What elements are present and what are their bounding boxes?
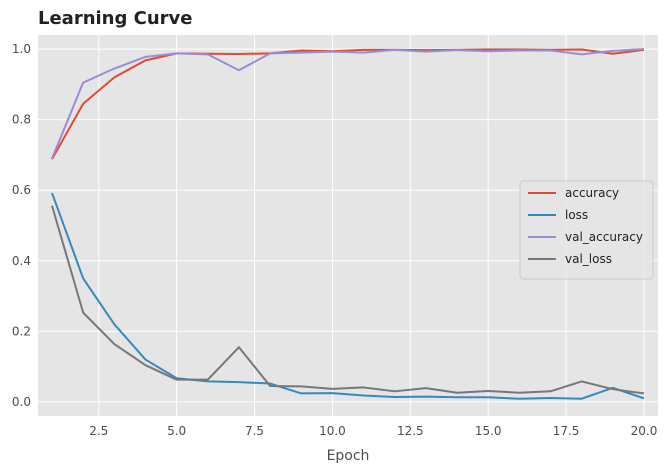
x-tick-label: 10.0: [319, 424, 346, 438]
legend-label-loss: loss: [565, 208, 588, 222]
legend-box: [519, 180, 654, 280]
y-tick-label: 0.8: [12, 113, 31, 127]
x-tick-label: 7.5: [245, 424, 264, 438]
y-tick-label: 0.0: [12, 395, 31, 409]
x-tick-labels: 2.5 5.0 7.5 10.0 12.5 15.0 17.5 20.0: [89, 424, 657, 438]
series-line-val-accuracy: [51, 48, 645, 159]
chart-title: Learning Curve: [38, 8, 193, 29]
legend: accuracy loss val_accuracy val_loss: [519, 180, 654, 280]
y-tick-labels: 0.0 0.2 0.4 0.6 0.8 1.0: [12, 42, 31, 409]
y-tick-label: 0.2: [12, 324, 31, 338]
x-tick-label: 15.0: [475, 424, 502, 438]
series-line-loss: [51, 192, 645, 400]
x-tick-label: 17.5: [553, 424, 580, 438]
series-line-val-loss: [51, 205, 645, 395]
y-tick-label: 0.4: [12, 254, 31, 268]
legend-label-val-loss: val_loss: [565, 252, 612, 266]
y-tick-label: 0.6: [12, 183, 31, 197]
x-tick-label: 20.0: [631, 424, 658, 438]
x-tick-label: 2.5: [89, 424, 108, 438]
legend-label-val-accuracy: val_accuracy: [565, 230, 643, 244]
y-tick-label: 1.0: [12, 42, 31, 56]
legend-label-accuracy: accuracy: [565, 186, 619, 200]
x-axis-label: Epoch: [327, 448, 370, 464]
x-tick-label: 5.0: [167, 424, 186, 438]
x-tick-label: 12.5: [397, 424, 424, 438]
series-lines: [51, 48, 645, 400]
